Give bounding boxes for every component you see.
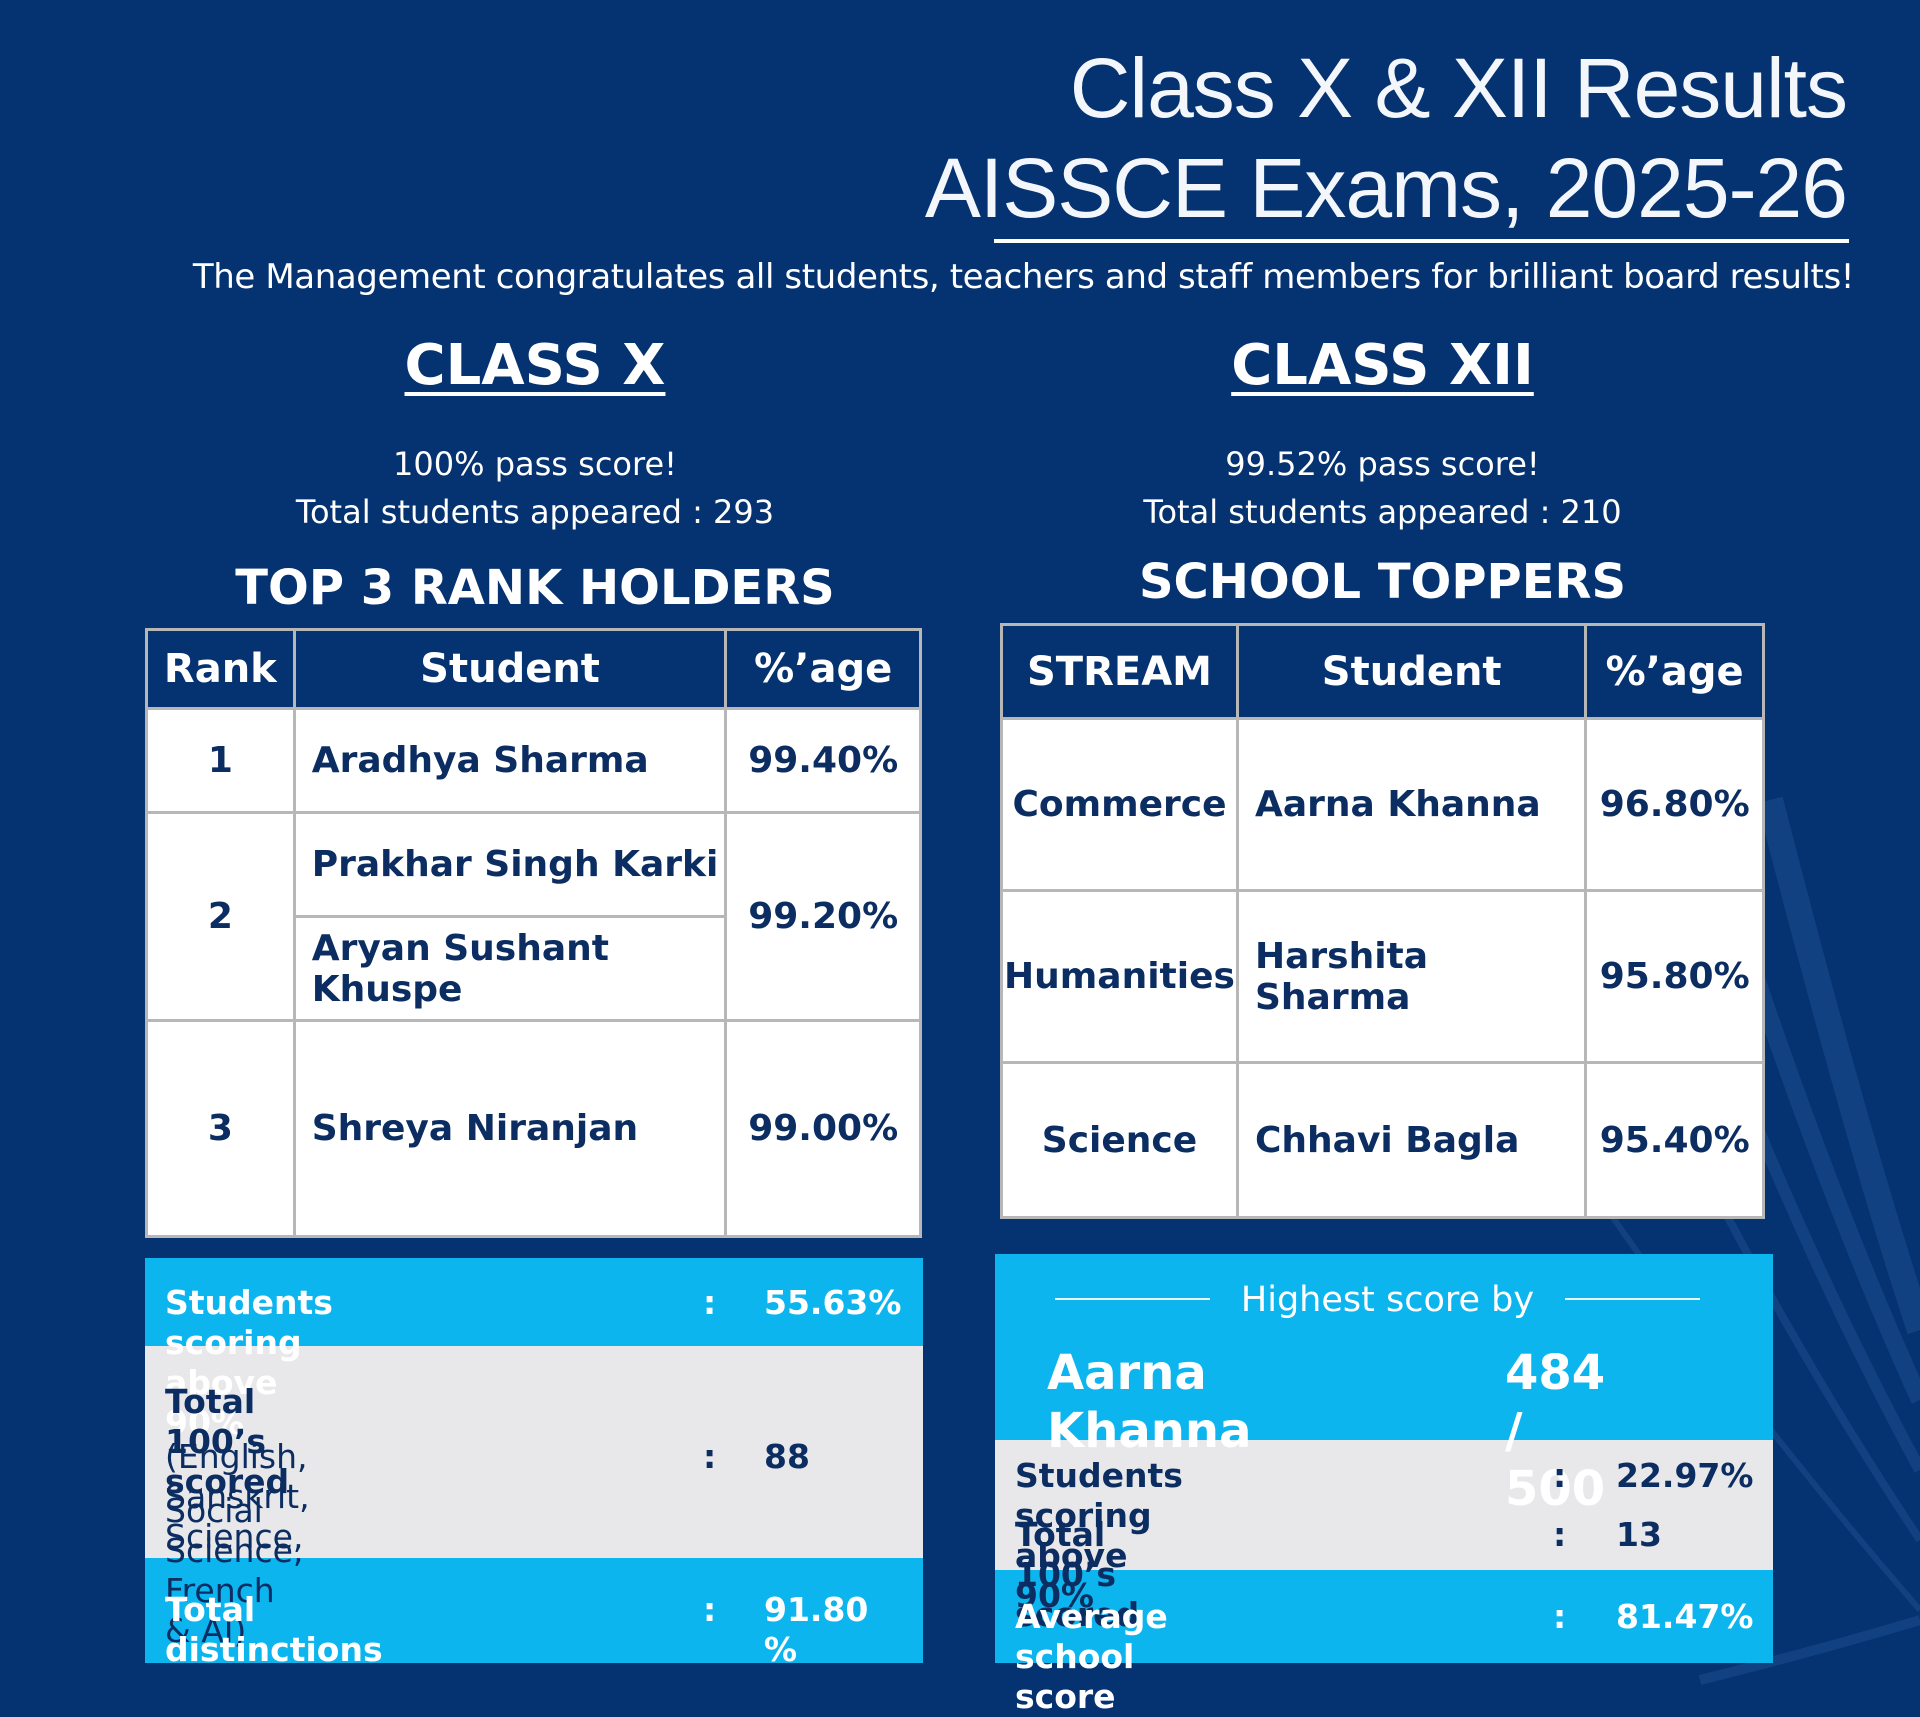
school-toppers-table: STREAM Student %’age Commerce Aarna Khan…: [1000, 623, 1765, 1219]
percentage-cell: 99.40%: [724, 707, 922, 814]
column-header-stream: STREAM: [1000, 623, 1239, 720]
column-header-student: Student: [1235, 623, 1588, 720]
table-row: Commerce Aarna Khanna 96.80%: [1000, 717, 1765, 892]
separator: :: [703, 1590, 717, 1629]
class-xii-hundreds-value: 13: [1616, 1515, 1662, 1554]
percentage-cell: 99.20%: [724, 811, 922, 1022]
title-underline: [994, 239, 1849, 243]
column-header-student: Student: [292, 628, 728, 710]
student-cell: Aarna Khanna: [1235, 717, 1588, 892]
table-row: Humanities Harshita Sharma 95.80%: [1000, 889, 1765, 1064]
class-x-students-appeared: Total students appeared : 293: [295, 493, 775, 531]
stream-cell: Commerce: [1000, 717, 1239, 892]
class-x-hundreds-subjects-1: (English, Sanskrit, Science,: [165, 1437, 310, 1556]
student-cell: Shreya Niranjan: [292, 1019, 728, 1238]
class-xii-stats-band: [995, 1440, 1773, 1570]
stream-cell: Humanities: [1000, 889, 1239, 1064]
separator: :: [1553, 1456, 1567, 1495]
separator: :: [1553, 1597, 1567, 1636]
class-x-distinctions-label: Total distinctions: [165, 1590, 383, 1669]
percentage-cell: 96.80%: [1584, 717, 1765, 892]
separator: :: [703, 1283, 717, 1322]
class-xii-table-title: SCHOOL TOPPERS: [1138, 554, 1627, 610]
highest-score-label: Highest score by: [1240, 1280, 1535, 1320]
table-header-row: STREAM Student %’age: [1000, 623, 1765, 720]
student-cell: Chhavi Bagla: [1235, 1061, 1588, 1219]
student-cell: Harshita Sharma: [1235, 889, 1588, 1064]
stream-cell: Science: [1000, 1061, 1239, 1219]
class-x-above90-label: Students scoring above 90%: [165, 1283, 333, 1442]
highest-score-value: 484 / 500: [1505, 1345, 1606, 1517]
above90-band: [145, 1258, 923, 1346]
class-xii-above90-label: Students scoring above 90%: [1015, 1456, 1183, 1615]
class-xii-average-label: Average school score: [1015, 1597, 1168, 1716]
class-x-distinctions-value: 91.80 %: [764, 1590, 869, 1669]
class-xii-heading: CLASS XII: [1231, 333, 1534, 398]
column-header-rank: Rank: [145, 628, 296, 710]
hundreds-band: [145, 1346, 923, 1558]
class-xii-info: 99.52% pass score! Total students appear…: [1000, 440, 1765, 536]
class-xii-hundreds-label: Total 100’s scored: [1015, 1515, 1140, 1634]
class-x-above90-value: 55.63%: [764, 1283, 902, 1322]
rank-cell: 2: [145, 811, 296, 1022]
class-xii-above90-value: 22.97%: [1616, 1456, 1754, 1495]
table-row: Science Chhavi Bagla 95.40%: [1000, 1061, 1765, 1219]
class-x-hundreds-subjects-2: Social Science, French & AI): [165, 1491, 304, 1650]
highest-score-student: Aarna Khanna: [1047, 1345, 1252, 1459]
highest-score-right-rule: [1565, 1298, 1700, 1300]
highest-score-band: [995, 1254, 1773, 1440]
class-x-pass-score: 100% pass score!: [393, 445, 677, 483]
table-row: 1 Aradhya Sharma 99.40%: [145, 707, 922, 814]
percentage-cell: 99.00%: [724, 1019, 922, 1238]
class-xii-average-value: 81.47%: [1616, 1597, 1754, 1636]
table-header-row: Rank Student %’age: [145, 628, 922, 710]
class-xii-pass-score: 99.52% pass score!: [1225, 445, 1540, 483]
separator: :: [1553, 1515, 1567, 1554]
congratulations-message: The Management congratulates all student…: [192, 257, 1854, 297]
table-row: Aryan Sushant Khuspe: [147, 915, 921, 1022]
rank-cell: 3: [145, 1019, 296, 1238]
class-x-heading: CLASS X: [404, 333, 666, 398]
title-line-1: Class X & XII Results: [1069, 41, 1848, 135]
column-header-percentage: %’age: [1584, 623, 1765, 720]
student-cell: Aryan Sushant Khuspe: [292, 915, 728, 1022]
class-x-hundreds-label: Total 100’s scored: [165, 1382, 290, 1501]
table-row: 2 Prakhar Singh Karki 99.20%: [145, 811, 922, 1022]
column-header-percentage: %’age: [724, 628, 922, 710]
average-band: [995, 1570, 1773, 1663]
class-xii-students-appeared: Total students appeared : 210: [1143, 493, 1622, 531]
class-x-table-title: TOP 3 RANK HOLDERS: [235, 560, 835, 616]
title-line-2: AISSCE Exams, 2025-26: [924, 141, 1848, 235]
rank-holders-table: Rank Student %’age 1 Aradhya Sharma 99.4…: [145, 628, 922, 1238]
table-row: 3 Shreya Niranjan 99.00%: [145, 1019, 922, 1238]
header: Class X & XII Results AISSCE Exams, 2025…: [924, 38, 1848, 238]
student-cell: Aradhya Sharma: [292, 707, 728, 814]
separator: :: [703, 1437, 717, 1476]
class-x-info: 100% pass score! Total students appeared…: [145, 440, 925, 536]
highest-score-left-rule: [1055, 1298, 1210, 1300]
class-x-hundreds-value: 88: [764, 1437, 810, 1476]
percentage-cell: 95.40%: [1584, 1061, 1765, 1219]
student-cell: Prakhar Singh Karki: [292, 811, 728, 918]
distinctions-band: [145, 1558, 923, 1663]
percentage-cell: 95.80%: [1584, 889, 1765, 1064]
rank-cell: 1: [145, 707, 296, 814]
